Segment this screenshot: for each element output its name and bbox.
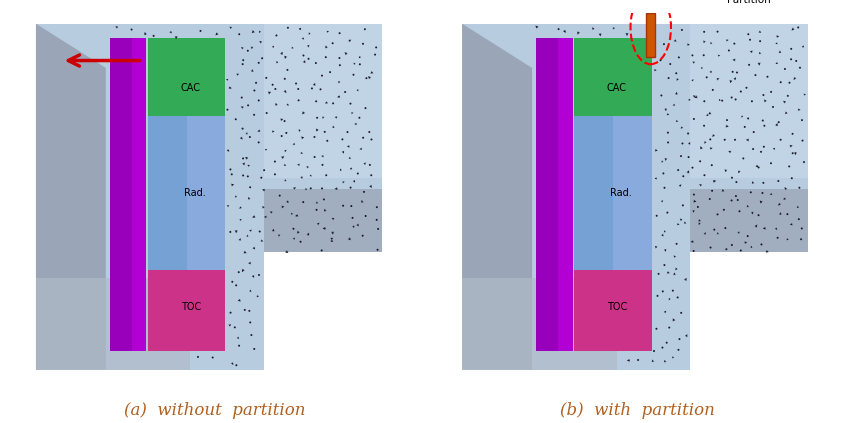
Polygon shape <box>690 190 808 252</box>
Bar <box>149 38 225 116</box>
Polygon shape <box>463 24 808 370</box>
Polygon shape <box>264 190 381 252</box>
Bar <box>558 38 572 351</box>
Polygon shape <box>36 24 381 370</box>
Text: TOC: TOC <box>181 302 201 312</box>
Text: CAC: CAC <box>181 83 201 93</box>
Polygon shape <box>36 277 191 370</box>
Bar <box>149 270 225 351</box>
Text: (b)  with  partition: (b) with partition <box>560 402 715 419</box>
Polygon shape <box>36 24 106 370</box>
Bar <box>575 270 652 351</box>
Polygon shape <box>463 277 617 370</box>
Polygon shape <box>690 24 808 179</box>
Bar <box>110 38 146 351</box>
Bar <box>575 116 652 270</box>
Polygon shape <box>463 24 532 370</box>
Text: Rad.: Rad. <box>610 188 631 198</box>
Text: Partition: Partition <box>662 0 771 5</box>
Bar <box>575 38 652 116</box>
Text: Rad.: Rad. <box>184 188 205 198</box>
Text: CAC: CAC <box>607 83 627 93</box>
Bar <box>149 116 187 270</box>
Bar <box>149 116 225 270</box>
Bar <box>647 13 655 57</box>
Bar <box>536 38 572 351</box>
Text: TOC: TOC <box>607 302 627 312</box>
Polygon shape <box>264 24 381 179</box>
Text: (a)  without  partition: (a) without partition <box>124 402 306 419</box>
Bar <box>132 38 146 351</box>
Bar <box>575 116 613 270</box>
